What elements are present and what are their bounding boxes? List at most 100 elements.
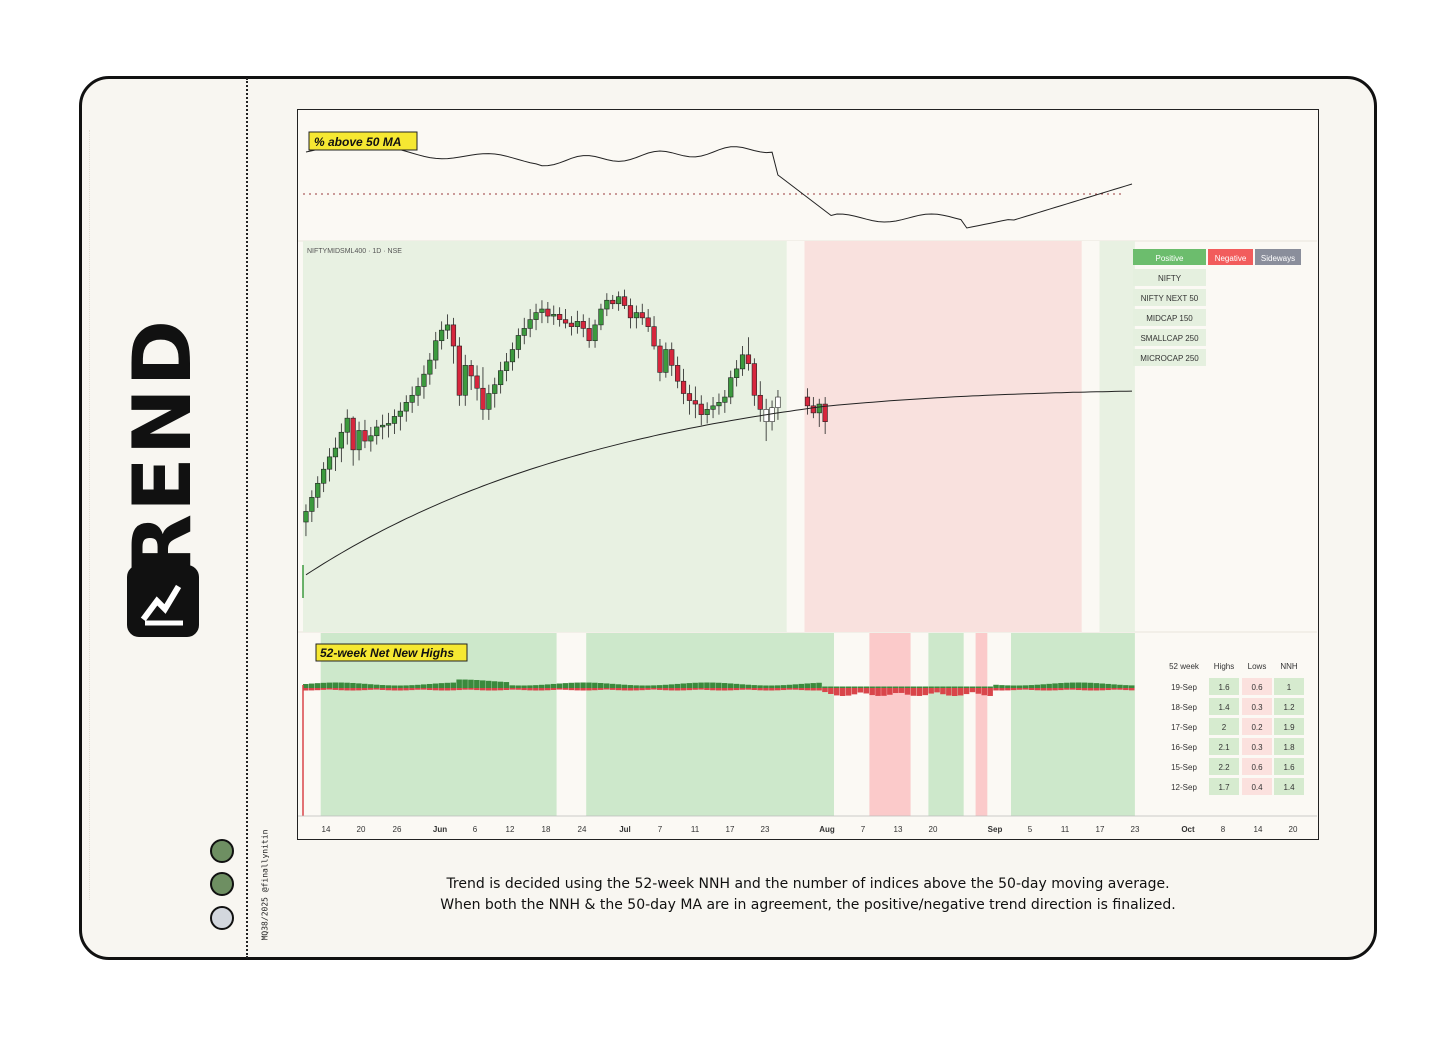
- candle: [639, 303, 645, 325]
- nnh-table-value: 2.1: [1218, 743, 1230, 752]
- x-tick-label: Jul: [619, 825, 631, 834]
- nnh-table-value: 0.2: [1251, 723, 1263, 732]
- nnh-bar-low: [993, 688, 999, 691]
- nnh-bar-low: [539, 688, 545, 691]
- candle-body: [303, 511, 309, 523]
- nnh-bar-low: [592, 688, 598, 691]
- nnh-bar-low: [721, 688, 728, 691]
- nnh-bar-low: [1040, 688, 1046, 691]
- nnh-bar-high: [574, 682, 580, 688]
- candle-body: [568, 322, 575, 327]
- sma50-line: [305, 390, 1133, 576]
- nnh-table-value: 1.4: [1283, 783, 1295, 792]
- nnh-band: [928, 633, 964, 816]
- nnh-bar-low: [1087, 688, 1094, 691]
- candle: [610, 294, 616, 310]
- candle-body: [391, 416, 398, 424]
- nnh-bar-high: [373, 684, 380, 688]
- candle: [716, 393, 722, 415]
- x-tick-label: 17: [1096, 825, 1105, 834]
- nnh-bar-low: [415, 688, 421, 690]
- nnh-table-cell: [1242, 698, 1272, 715]
- candle: [427, 353, 433, 385]
- candle-body: [309, 497, 315, 512]
- nnh-bar-high: [338, 682, 344, 688]
- candle: [804, 388, 811, 415]
- legend-index-label: NIFTY NEXT 50: [1141, 294, 1199, 303]
- nnh-bar-low: [515, 688, 521, 690]
- nnh-bar-low: [845, 688, 852, 696]
- nnh-bar-high: [757, 685, 763, 688]
- candle: [621, 289, 628, 310]
- candle-body: [775, 396, 781, 408]
- nnh-bar-low: [957, 688, 964, 696]
- candle-body: [804, 396, 811, 407]
- nnh-bar-high: [1081, 682, 1088, 688]
- trend-chart: 14 20 26 Jun 6 12 18 24 Jul 7 11 17 23 Aug 7 13 20 Sep 5 11…: [298, 131, 1317, 834]
- candle: [456, 337, 462, 406]
- nnh-bar-high: [421, 684, 427, 688]
- candle: [657, 338, 663, 382]
- nnh-bar-high: [662, 684, 669, 688]
- nnh-bar-low: [509, 688, 515, 690]
- nnh-bar-high: [556, 683, 563, 688]
- legend-index-label: MIDCAP 150: [1146, 314, 1193, 323]
- candle-body: [439, 329, 445, 342]
- nnh-bar-high: [491, 681, 498, 688]
- candle-body: [533, 312, 539, 320]
- candle: [633, 305, 639, 329]
- nnh-bar-low: [668, 688, 675, 691]
- nnh-table-header: Lows: [1248, 662, 1267, 671]
- legend-state-label: Positive: [1155, 254, 1184, 263]
- nnh-bar-low: [556, 688, 563, 690]
- x-tick-label: 20: [929, 825, 938, 834]
- nnh-table-cell: [1209, 678, 1239, 695]
- nnh-table-value: 12-Sep: [1171, 783, 1197, 792]
- candle: [498, 361, 504, 394]
- legend-index-label: SMALLCAP 250: [1140, 334, 1199, 343]
- nnh-bar-low: [1123, 688, 1129, 691]
- nnh-bar-high: [367, 684, 374, 688]
- candle: [598, 303, 604, 331]
- candle-body: [710, 405, 716, 410]
- nnh-bar-low: [710, 688, 716, 691]
- nnh-bar-low: [810, 688, 816, 691]
- candle: [380, 414, 386, 440]
- nnh-bar-low: [804, 688, 810, 691]
- nnh-bar-low: [320, 688, 327, 690]
- candle: [616, 291, 622, 311]
- nnh-bar-low: [975, 688, 982, 694]
- candle-body: [409, 394, 415, 403]
- nnh-bar-high: [993, 684, 999, 688]
- candle-body: [680, 380, 687, 394]
- candle-body: [657, 345, 663, 373]
- candle: [627, 298, 634, 329]
- nnh-bar-high: [344, 682, 350, 688]
- nnh-bar-low: [1111, 688, 1117, 690]
- nnh-bar-high: [910, 686, 917, 688]
- nnh-bar-high: [444, 682, 451, 688]
- nnh-bar-high: [922, 686, 928, 688]
- x-tick-label: 17: [726, 825, 735, 834]
- nnh-bar-low: [981, 688, 987, 696]
- nnh-bar-high: [999, 685, 1005, 688]
- nnh-bar-low: [1129, 688, 1135, 691]
- nnh-bar-high: [686, 683, 692, 688]
- credit-text: MQ38/2025 @finallynitin: [260, 829, 270, 941]
- candle-body: [403, 402, 409, 412]
- nnh-table-value: 18-Sep: [1171, 703, 1197, 712]
- nnh-bar-low: [657, 688, 663, 690]
- candle-body: [344, 417, 350, 433]
- candle: [604, 293, 610, 317]
- nnh-table-header: 52 week: [1169, 662, 1200, 671]
- nnh-bar-low: [887, 688, 893, 695]
- nnh-bar-low: [727, 688, 734, 691]
- nnh-bar-high: [1022, 685, 1029, 688]
- nnh-bar-low: [822, 688, 828, 693]
- nnh-bar-high: [580, 682, 586, 688]
- x-tick-label: Aug: [819, 825, 835, 834]
- nnh-bar-low: [1099, 688, 1105, 691]
- nnh-table-cell: [1242, 778, 1272, 795]
- nnh-bar-high: [721, 683, 728, 688]
- nnh-bar-low: [816, 688, 822, 691]
